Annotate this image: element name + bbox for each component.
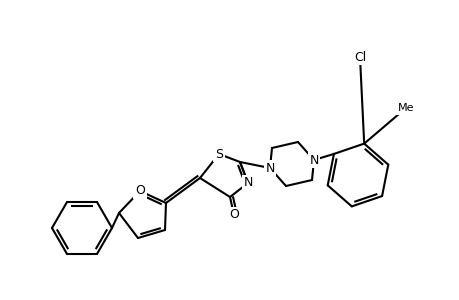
Text: Cl: Cl bbox=[353, 50, 365, 64]
Text: N: N bbox=[243, 176, 252, 190]
Text: O: O bbox=[229, 208, 238, 221]
Text: Me: Me bbox=[397, 103, 414, 113]
Text: N: N bbox=[308, 154, 318, 166]
Text: S: S bbox=[214, 148, 223, 160]
Text: N: N bbox=[265, 161, 274, 175]
Text: O: O bbox=[135, 184, 145, 197]
